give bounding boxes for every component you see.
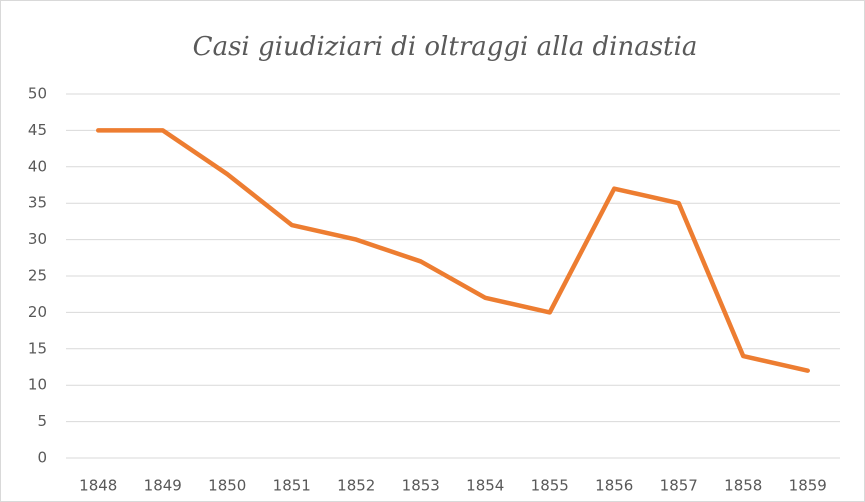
x-tick-label: 1859 [789, 477, 827, 495]
y-tick-label: 20 [28, 303, 47, 321]
x-tick-label: 1857 [660, 477, 698, 495]
x-tick-label: 1852 [337, 477, 375, 495]
data-line [96, 128, 810, 373]
y-tick-label: 45 [28, 121, 47, 139]
chart-title: Casi giudiziari di oltraggi alla dinasti… [193, 32, 698, 62]
y-tick-label: 40 [28, 157, 47, 175]
y-tick-label: 0 [37, 449, 47, 467]
x-tick-label: 1856 [595, 477, 633, 495]
y-tick-label: 50 [28, 85, 47, 103]
x-tick-label: 1848 [79, 477, 117, 495]
y-tick-label: 10 [28, 376, 47, 394]
x-tick-label: 1854 [466, 477, 504, 495]
y-tick-label: 35 [28, 194, 47, 212]
x-tick-label: 1849 [144, 477, 182, 495]
y-tick-label: 15 [28, 339, 47, 357]
x-tick-label: 1855 [531, 477, 569, 495]
y-tick-label: 5 [37, 412, 47, 430]
x-tick-label: 1858 [724, 477, 762, 495]
x-tick-label: 1853 [402, 477, 440, 495]
y-tick-label: 25 [28, 267, 47, 285]
y-tick-label: 30 [28, 230, 47, 248]
x-tick-label: 1851 [273, 477, 311, 495]
x-tick-label: 1850 [208, 477, 246, 495]
